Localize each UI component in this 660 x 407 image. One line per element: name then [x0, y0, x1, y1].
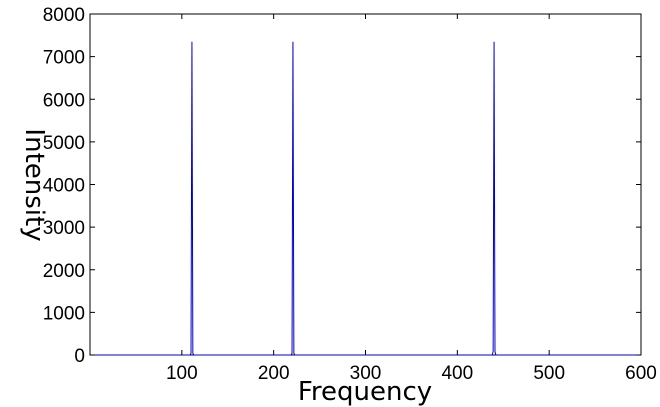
y-tick-label: 0	[74, 346, 85, 367]
x-tick-label: 200	[258, 363, 290, 384]
y-tick-label: 3000	[43, 218, 85, 239]
y-tick-label: 4000	[43, 176, 85, 197]
plot-frame	[89, 13, 642, 356]
y-tick-label: 7000	[43, 48, 85, 69]
y-tick-label: 2000	[43, 261, 85, 282]
series-line	[90, 41, 641, 356]
plot-border	[89, 13, 642, 356]
y-tick-label: 5000	[43, 133, 85, 154]
x-tick-label: 600	[625, 363, 657, 384]
x-tick-label: 300	[350, 363, 382, 384]
x-tick-label: 100	[166, 363, 198, 384]
y-axis-label: Intensity	[19, 128, 49, 241]
x-axis-label: Frequency	[298, 377, 432, 407]
x-tick-label: 400	[441, 363, 473, 384]
series-layer	[90, 41, 641, 356]
y-tick-label: 6000	[43, 90, 85, 111]
y-axis: 0 1000 2000 3000 4000 5000 6000 7000 8000	[43, 5, 641, 367]
x-tick-label: 500	[533, 363, 565, 384]
y-tick-label: 1000	[43, 303, 85, 324]
x-axis: 100 200 300 400 500 600	[166, 14, 657, 384]
y-tick-label: 8000	[43, 5, 85, 26]
